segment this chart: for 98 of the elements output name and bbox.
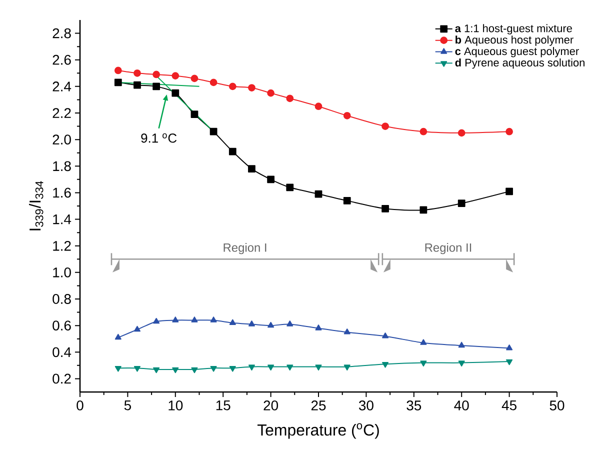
point: [228, 148, 236, 156]
point: [344, 328, 350, 334]
point: [506, 344, 513, 350]
y-tick-label: 1.8: [53, 161, 71, 172]
x-tick-label: 45: [502, 400, 516, 410]
point: [458, 200, 466, 208]
point: [382, 204, 389, 212]
point: [191, 316, 198, 322]
point: [286, 184, 294, 192]
y-tick-label: 2.6: [52, 54, 71, 65]
y-tick-label: 0.2: [52, 374, 71, 384]
y-tick-label: 2.0: [52, 134, 71, 145]
point: [314, 102, 322, 110]
legend-label: c Aqueous guest polymer: [455, 47, 579, 58]
point: [228, 82, 236, 90]
point: [382, 362, 389, 368]
point: [382, 332, 389, 338]
point: [343, 112, 351, 120]
point: [286, 364, 294, 370]
point: [267, 89, 274, 97]
y-tick-label: 0.8: [52, 294, 71, 304]
point: [315, 324, 322, 330]
point: [506, 359, 513, 366]
legend-label: a 1:1 host-guest mixture: [455, 24, 572, 34]
y-tick-label: 1.2: [53, 240, 71, 251]
point: [343, 196, 351, 204]
point: [420, 128, 428, 136]
point: [286, 320, 294, 326]
point: [420, 339, 427, 345]
point: [152, 70, 160, 78]
point: [267, 176, 274, 184]
point: [314, 190, 322, 198]
point: [134, 69, 141, 77]
y-tick-label: 2.4: [52, 82, 72, 92]
x-tick-label: 5: [124, 400, 131, 410]
x-tick-label: 15: [216, 400, 230, 410]
point: [191, 367, 198, 374]
y-tick-label: 1.0: [53, 267, 71, 278]
y-tick-label: 1.4: [53, 214, 72, 224]
x-tick-label: 20: [264, 400, 278, 410]
y-tick-label: 0.6: [52, 320, 71, 331]
point: [172, 89, 180, 97]
point: [172, 72, 180, 80]
legend-label: b Aqueous host polymer: [456, 36, 574, 46]
x-axis-title: Temperature ($^{o}$C): [257, 423, 379, 439]
point: [114, 366, 122, 372]
annotation: 9.1 $^{o}$C: [141, 133, 177, 143]
point: [190, 110, 198, 118]
point: [420, 206, 428, 214]
point: [210, 78, 218, 86]
point: [248, 364, 255, 370]
x-tick-label: 35: [406, 400, 422, 410]
y-tick-label: 0.4: [52, 347, 72, 358]
point: [153, 318, 160, 324]
point: [458, 342, 465, 348]
point: [210, 316, 217, 322]
x-tick-label: 10: [168, 400, 183, 410]
point: [114, 334, 122, 340]
point: [134, 326, 140, 332]
point: [344, 364, 350, 370]
point: [210, 366, 217, 372]
point: [210, 128, 218, 136]
y-tick-label: 2.8: [52, 28, 71, 38]
point: [248, 165, 256, 172]
point: [268, 364, 274, 370]
x-tick-label: 25: [311, 400, 326, 410]
point: [134, 81, 141, 89]
point: [382, 122, 389, 130]
point: [114, 78, 122, 86]
point: [420, 360, 427, 366]
x-tick-label: 30: [358, 400, 374, 410]
point: [286, 94, 294, 102]
point: [458, 360, 465, 366]
point: [153, 367, 160, 374]
point: [268, 322, 274, 328]
point: [506, 188, 513, 196]
point: [248, 320, 255, 326]
x-tick-label: 50: [550, 400, 564, 410]
series-label: Region I: [224, 243, 266, 254]
x-tick-label: 40: [454, 400, 469, 410]
point: [458, 129, 466, 137]
series-label: Region II: [425, 243, 472, 254]
point: [134, 366, 140, 372]
y-axis-title: I$_{339}$/I$_{334}$: [29, 181, 44, 230]
x-tick-label: 0: [76, 400, 84, 410]
point: [172, 367, 179, 374]
point: [229, 319, 236, 326]
point: [172, 316, 179, 322]
legend-label: d Pyrene aqueous solution: [455, 58, 584, 69]
point: [506, 128, 513, 136]
point: [152, 82, 160, 90]
y-tick-label: 2.2: [52, 108, 71, 118]
point: [114, 66, 122, 74]
y-tick-label: 1.6: [53, 188, 71, 198]
point: [190, 74, 198, 82]
point: [248, 84, 256, 92]
point: [229, 366, 236, 372]
point: [315, 364, 322, 370]
